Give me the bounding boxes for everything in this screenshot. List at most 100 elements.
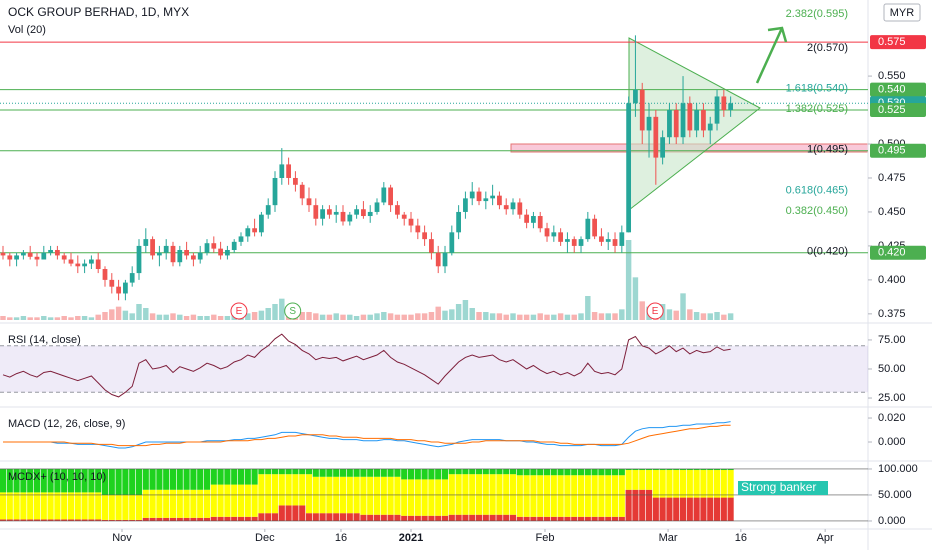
mcdx-bar	[197, 517, 204, 521]
candle-body	[116, 286, 121, 294]
mcdx-bar	[516, 475, 523, 517]
mcdx-bar	[387, 476, 394, 515]
mcdx-bar	[489, 514, 496, 521]
mcdx-bar	[231, 468, 238, 485]
mcdx-bar	[176, 489, 183, 518]
mcdx-bar	[414, 468, 421, 480]
volume-bar	[476, 312, 482, 320]
mcdx-bar	[401, 515, 408, 521]
volume-bar	[503, 314, 509, 320]
mcdx-bar	[339, 513, 347, 521]
mcdx-bar	[129, 494, 136, 520]
mcdx-bar	[673, 497, 680, 521]
mcdx-bar	[292, 505, 299, 521]
mcdx-bar	[503, 474, 510, 515]
mcdx-bar	[564, 468, 571, 476]
mcdx-bar	[421, 515, 428, 521]
volume-bar	[714, 312, 720, 320]
fib-label: 0(0.420)	[807, 246, 848, 258]
candle-body	[150, 239, 155, 256]
mcdx-bar	[380, 476, 387, 515]
mcdx-bar	[469, 468, 476, 475]
mcdx-bar	[346, 513, 353, 521]
volume-bar	[360, 314, 367, 320]
mcdx-bar	[407, 515, 415, 521]
candle-body	[293, 177, 298, 185]
event-marker	[284, 302, 302, 320]
x-tick-label: Feb	[535, 532, 554, 544]
candle-body	[61, 255, 67, 260]
mcdx-bar	[469, 514, 476, 521]
volume-bar	[551, 314, 557, 320]
mcdx-bar	[258, 474, 265, 514]
mcdx-bar	[645, 468, 653, 471]
volume-bar	[143, 308, 149, 320]
mcdx-bar	[537, 516, 544, 521]
mcdx-bar	[129, 519, 136, 521]
mcdx-bar	[707, 468, 714, 471]
mcdx-bar	[503, 514, 510, 521]
currency-box	[883, 3, 921, 22]
y-tick-label: 0.375	[878, 308, 906, 320]
mcdx-bar	[380, 468, 387, 477]
mcdx-bar	[333, 468, 340, 477]
candle-body	[707, 123, 713, 131]
mcdx-bar	[54, 492, 61, 520]
mcdx-bar	[40, 468, 47, 493]
mcdx-bar	[319, 513, 326, 521]
mcdx-bar	[618, 516, 625, 521]
event-label: S	[289, 306, 296, 317]
mcdx-bar	[360, 468, 367, 477]
candle-body	[272, 177, 278, 206]
volume-bar	[245, 313, 251, 320]
mcdx-bar	[713, 497, 721, 521]
mcdx-bar	[360, 476, 367, 515]
mcdx-bar	[54, 519, 61, 521]
mcdx-bar	[190, 489, 197, 518]
volume-bar	[517, 314, 523, 320]
mcdx-bar	[47, 468, 54, 493]
mcdx-bar	[577, 475, 585, 517]
volume-bar	[462, 300, 469, 320]
volume-bar	[347, 314, 353, 320]
volume-bar	[564, 314, 571, 320]
volume-bar	[7, 317, 13, 320]
candle-body	[422, 232, 427, 240]
mcdx-bar	[142, 468, 149, 490]
mcdx-bar	[292, 474, 299, 506]
volume-bar	[544, 314, 550, 320]
candle-body	[41, 252, 47, 260]
mcdx-bar	[20, 468, 27, 493]
volume-bar	[394, 314, 401, 320]
volume-bar	[319, 314, 326, 320]
mcdx-bar	[509, 474, 517, 515]
mcdx-bar	[489, 468, 496, 475]
mcdx-bar	[203, 468, 211, 490]
mcdx-bar	[163, 517, 170, 521]
candle-body	[599, 236, 604, 242]
mcdx-bar	[448, 474, 455, 515]
y-tick-label: 0.000	[878, 436, 906, 448]
candle-body	[48, 249, 53, 253]
mcdx-bar	[108, 519, 115, 521]
volume-bar	[721, 314, 727, 320]
volume-bar	[381, 312, 387, 320]
mcdx-bar	[523, 475, 530, 517]
candle-body	[483, 198, 489, 202]
volume-bar	[54, 317, 61, 320]
mcdx-bar	[550, 475, 557, 517]
volume-bar	[183, 316, 190, 320]
x-tick-label: Mar	[659, 532, 678, 544]
mcdx-bar	[27, 468, 34, 493]
mcdx-bar	[271, 513, 279, 521]
volume-bar	[727, 313, 734, 320]
volume-bar	[510, 313, 516, 320]
mcdx-bar	[13, 468, 20, 493]
price-label-box	[870, 35, 926, 50]
mcdx-bar	[203, 517, 211, 521]
mcdx-bar	[475, 468, 483, 475]
mcdx-bar	[101, 494, 109, 520]
mcdx-bar	[271, 474, 279, 514]
mcdx-bar	[101, 519, 109, 521]
